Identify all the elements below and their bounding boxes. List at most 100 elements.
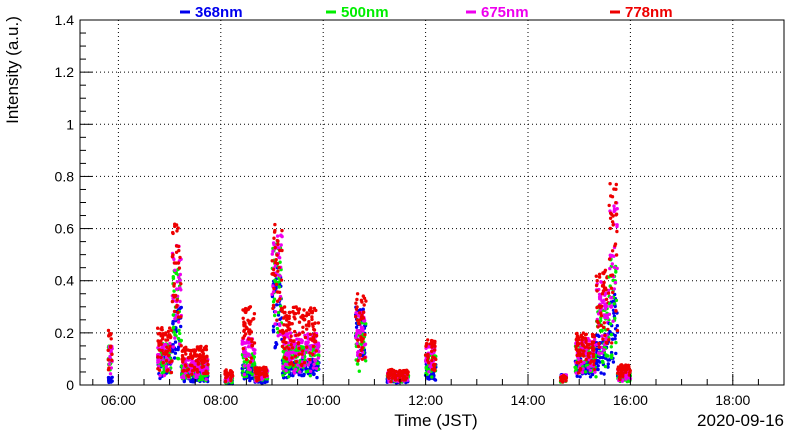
data-point-778nm (229, 376, 233, 380)
data-point-778nm (596, 325, 600, 329)
data-point-778nm (564, 375, 568, 380)
data-point-778nm (292, 315, 296, 319)
data-point-500nm (304, 370, 308, 374)
data-point-778nm (184, 345, 188, 349)
data-point-778nm (586, 354, 590, 358)
data-point-500nm (600, 359, 605, 364)
data-point-675nm (612, 287, 616, 291)
data-point-778nm (628, 370, 632, 375)
data-point-778nm (156, 367, 160, 371)
data-point-778nm (282, 316, 286, 320)
data-point-778nm (248, 360, 253, 364)
data-point-368nm (275, 303, 279, 307)
data-point-778nm (223, 379, 228, 384)
data-point-778nm (297, 352, 301, 356)
data-point-778nm (430, 349, 434, 353)
data-point-778nm (560, 379, 564, 383)
data-point-675nm (273, 310, 278, 314)
data-point-778nm (184, 364, 188, 368)
data-point-675nm (178, 286, 182, 290)
data-point-368nm (432, 377, 436, 381)
x-tick-label: 14:00 (510, 392, 545, 408)
data-point-675nm (177, 275, 181, 280)
x-tick-label: 10:00 (306, 392, 341, 408)
data-point-778nm (182, 368, 186, 373)
data-point-778nm (309, 337, 313, 341)
data-point-778nm (292, 339, 296, 343)
data-point-778nm (190, 356, 194, 361)
data-point-778nm (432, 364, 436, 369)
data-point-675nm (612, 204, 616, 208)
data-point-778nm (272, 286, 276, 291)
data-point-368nm (358, 308, 362, 312)
data-point-500nm (275, 326, 280, 331)
data-point-778nm (611, 214, 615, 218)
data-point-778nm (106, 328, 111, 333)
data-point-778nm (355, 292, 360, 296)
data-point-368nm (590, 372, 595, 377)
data-point-778nm (194, 359, 198, 363)
data-point-778nm (359, 348, 364, 352)
data-point-778nm (250, 344, 254, 348)
data-point-778nm (287, 310, 291, 315)
data-point-778nm (296, 311, 301, 315)
data-point-778nm (609, 273, 613, 278)
data-point-778nm (242, 328, 247, 332)
data-point-675nm (355, 342, 359, 346)
data-point-778nm (160, 348, 164, 353)
data-point-675nm (363, 342, 368, 346)
data-point-778nm (608, 226, 612, 231)
data-point-778nm (206, 362, 210, 367)
data-point-778nm (310, 315, 314, 319)
data-point-368nm (588, 375, 593, 379)
data-point-778nm (354, 307, 359, 311)
data-point-778nm (609, 286, 614, 290)
data-point-500nm (316, 361, 320, 365)
data-point-368nm (598, 355, 602, 360)
data-point-675nm (313, 358, 317, 362)
data-point-778nm (287, 314, 291, 318)
data-point-778nm (300, 352, 304, 356)
data-point-778nm (591, 348, 595, 352)
data-point-778nm (614, 182, 618, 187)
legend-item: 675nm (466, 4, 529, 21)
data-point-778nm (249, 319, 253, 323)
data-point-778nm (264, 372, 269, 376)
data-point-675nm (173, 268, 177, 272)
data-point-675nm (597, 352, 601, 356)
data-point-778nm (176, 315, 181, 319)
data-point-675nm (602, 348, 606, 352)
data-point-778nm (201, 352, 206, 356)
data-point-675nm (271, 290, 276, 294)
data-point-778nm (174, 223, 179, 227)
data-point-778nm (597, 272, 602, 276)
data-point-778nm (312, 306, 317, 311)
data-point-778nm (185, 368, 189, 373)
data-point-778nm (167, 353, 171, 358)
y-axis-title: Intensity (a.u.) (3, 16, 22, 124)
legend-label: 368nm (195, 4, 243, 21)
data-point-500nm (281, 373, 285, 378)
data-point-500nm (294, 348, 299, 352)
data-point-778nm (316, 321, 321, 325)
data-point-778nm (172, 309, 177, 314)
data-point-778nm (159, 339, 163, 343)
data-point-778nm (296, 333, 300, 337)
data-point-675nm (615, 266, 619, 271)
data-point-778nm (431, 339, 435, 343)
data-point-778nm (578, 348, 582, 352)
data-point-778nm (227, 372, 231, 376)
data-point-778nm (621, 371, 625, 375)
data-point-675nm (292, 371, 297, 375)
data-point-778nm (575, 335, 579, 340)
data-point-368nm (596, 333, 600, 337)
data-point-778nm (606, 327, 610, 332)
data-point-778nm (388, 369, 392, 374)
data-point-778nm (191, 348, 195, 352)
data-point-778nm (176, 261, 181, 265)
data-point-778nm (308, 351, 312, 355)
data-point-778nm (270, 272, 274, 276)
data-point-778nm (168, 335, 173, 340)
data-point-500nm (176, 356, 180, 361)
data-point-778nm (586, 351, 591, 356)
